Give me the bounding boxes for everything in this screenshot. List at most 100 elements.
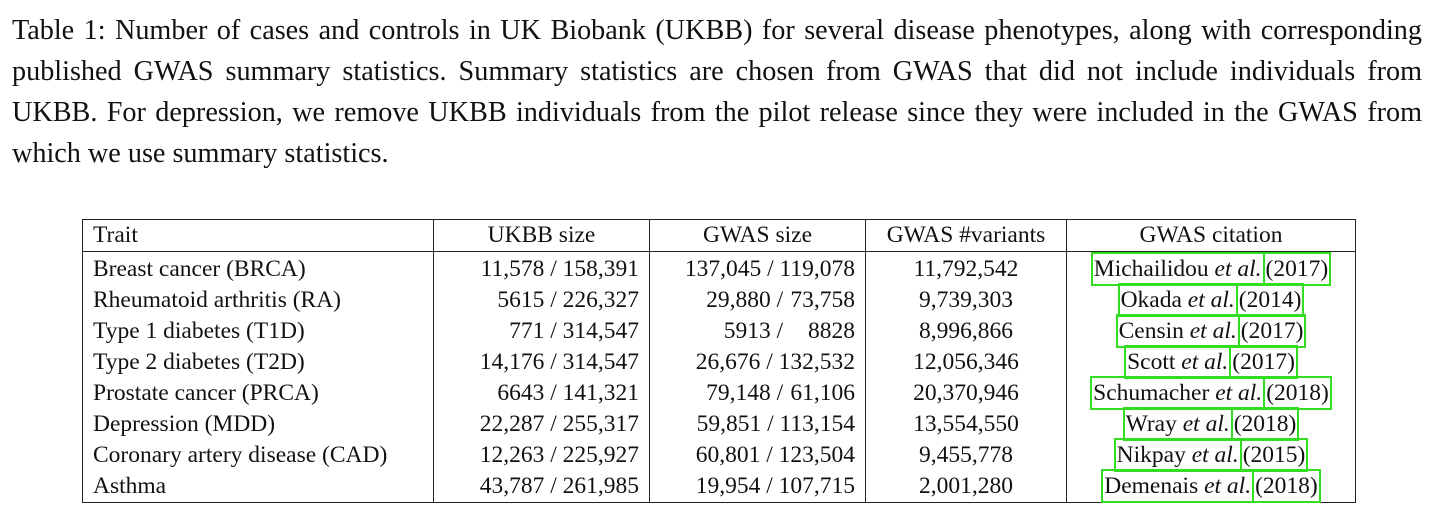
cell-ukbb-size: 6643 / 141,321: [433, 378, 650, 409]
cell-gwas-variants: 13,554,550: [865, 409, 1067, 440]
cell-ukbb-size: 771 / 314,547: [433, 316, 650, 347]
citation-year-link[interactable]: (2014): [1235, 283, 1305, 317]
citation-author-link[interactable]: Scott et al.: [1124, 345, 1232, 379]
header-gwas-variants: GWAS #variants: [865, 219, 1067, 252]
table-row: Rheumatoid arthritis (RA) 5615 / 226,327 2…: [83, 283, 1356, 317]
citation-etal: et al.: [1181, 349, 1229, 375]
cell-trait: Type 2 diabetes (T2D): [93, 349, 305, 375]
citation-author: Schumacher: [1093, 380, 1210, 406]
cell-gwas-citation: Demenais et al. (2018): [1066, 469, 1356, 503]
cell-gwas-citation: Okada et al. (2014): [1066, 283, 1356, 317]
gwas-controls: 8828: [808, 318, 855, 344]
cell-gwas-variants: 11,792,542: [865, 251, 1067, 285]
cell-gwas-size: 79,148 / 61,106: [649, 378, 866, 409]
cell-ukbb-size: 14,176 / 314,547: [433, 347, 650, 378]
citation-author: Censin: [1118, 318, 1184, 344]
cell-gwas-citation: Wray et al. (2018): [1066, 407, 1356, 441]
cell-gwas-size: 19,954 / 107,715: [649, 471, 866, 503]
gwas-controls: 73,758: [790, 287, 855, 313]
cell-trait: Rheumatoid arthritis (RA): [93, 287, 342, 313]
gwas-cases: 19,954 /: [695, 473, 773, 499]
cell-gwas-citation: Michailidou et al. (2017): [1066, 251, 1356, 286]
citation-year-link[interactable]: (2017): [1237, 314, 1307, 348]
citation-author: Demenais: [1104, 473, 1199, 499]
cell-ukbb-size: 12,263 / 225,927: [433, 440, 650, 471]
citation-author-link[interactable]: Schumacher et al.: [1090, 376, 1266, 410]
cell-gwas-size: 60,801 / 123,504: [649, 440, 866, 471]
citation-author-link[interactable]: Okada et al.: [1117, 283, 1238, 317]
citation-etal: et al.: [1191, 442, 1239, 468]
cell-gwas-size: 5913 / 8828: [649, 316, 866, 347]
cell-gwas-variants: 20,370,946: [865, 378, 1067, 409]
citation-etal: et al.: [1187, 287, 1235, 313]
citation-etal: et al.: [1204, 473, 1252, 499]
cell-gwas-variants: 2,001,280: [865, 471, 1067, 503]
citation-etal: et al.: [1182, 411, 1230, 437]
header-gwas-citation: GWAS citation: [1066, 219, 1356, 252]
citation-year-link[interactable]: (2017): [1262, 252, 1332, 286]
gwas-cases: 60,801 /: [695, 442, 773, 468]
citation-author: Wray: [1125, 411, 1177, 437]
gwas-cases: 5913 /: [723, 318, 784, 344]
gwas-controls: 61,106: [790, 380, 855, 406]
header-gwas-size: GWAS size: [649, 219, 866, 252]
cell-ukbb-size: 22,287 / 255,317: [433, 409, 650, 440]
gwas-controls: 119,078: [779, 256, 855, 282]
citation-author-link[interactable]: Wray et al.: [1122, 407, 1233, 441]
citation-etal: et al.: [1215, 380, 1263, 406]
table-header-row: Trait UKBB size GWAS size GWAS #variants…: [82, 219, 1356, 252]
citation-year-link[interactable]: (2018): [1263, 376, 1332, 410]
cell-trait: Depression (MDD): [93, 411, 276, 437]
cell-gwas-size: 26,676 / 132,532: [649, 347, 866, 378]
cell-ukbb-size: 43,787 / 261,985: [433, 471, 650, 503]
table-row: Asthma 43,787 / 261,985 19,954 / 107,715 2,…: [83, 469, 1356, 503]
gwas-cases: 59,851 /: [696, 411, 774, 437]
table-row: Breast cancer (BRCA) 11,578 / 158,391 137,…: [83, 251, 1356, 286]
table-row: Depression (MDD) 22,287 / 255,317 59,851 /…: [83, 407, 1356, 441]
cell-gwas-citation: Scott et al. (2017): [1066, 345, 1356, 379]
citation-author: Okada: [1120, 287, 1182, 313]
citation-author-link[interactable]: Nikpay et al.: [1113, 438, 1242, 472]
gwas-controls: 123,504: [778, 442, 855, 468]
cell-trait: Asthma: [93, 473, 167, 499]
citation-author: Scott: [1127, 349, 1176, 375]
cell-gwas-citation: Censin et al. (2017): [1066, 314, 1356, 348]
cell-gwas-citation: Schumacher et al. (2018): [1066, 376, 1356, 410]
cell-gwas-size: 29,880 / 73,758: [649, 285, 866, 316]
header-ukbb-size: UKBB size: [433, 219, 650, 252]
citation-author-link[interactable]: Michailidou et al.: [1090, 252, 1265, 286]
citation-author-link[interactable]: Censin et al.: [1115, 314, 1240, 348]
citation-author-link[interactable]: Demenais et al.: [1101, 469, 1255, 503]
gwas-cases: 26,676 /: [695, 349, 773, 375]
citation-author: Nikpay: [1116, 442, 1186, 468]
cell-gwas-citation: Nikpay et al. (2015): [1066, 438, 1356, 472]
header-trait: Trait: [82, 219, 434, 252]
gwas-controls: 132,532: [778, 349, 855, 375]
results-table: Trait UKBB size GWAS size GWAS #variants…: [82, 219, 1356, 503]
cell-gwas-variants: 12,056,346: [865, 347, 1067, 378]
cell-trait: Type 1 diabetes (T1D): [93, 318, 305, 344]
citation-author: Michailidou: [1093, 256, 1209, 282]
gwas-cases: 79,148 /: [706, 380, 784, 406]
table-row: Prostate cancer (PRCA) 6643 / 141,321 79,1…: [83, 376, 1356, 410]
citation-year-link[interactable]: (2017): [1229, 345, 1298, 379]
citation-year-link[interactable]: (2015): [1239, 438, 1309, 472]
cell-gwas-size: 137,045 / 119,078: [649, 251, 866, 285]
cell-gwas-variants: 9,455,778: [865, 440, 1067, 471]
table-row: Type 2 diabetes (T2D) 14,176 / 314,547 26,…: [83, 345, 1356, 379]
gwas-cases: 137,045 /: [684, 256, 774, 282]
citation-etal: et al.: [1189, 318, 1237, 344]
cell-trait: Breast cancer (BRCA): [93, 256, 306, 282]
citation-year-link[interactable]: (2018): [1230, 407, 1300, 441]
table-row: Type 1 diabetes (T1D) 771 / 314,547 5913 /…: [83, 314, 1356, 348]
cell-gwas-variants: 8,996,866: [865, 316, 1067, 347]
cell-gwas-size: 59,851 / 113,154: [649, 409, 866, 440]
cell-gwas-variants: 9,739,303: [865, 285, 1067, 316]
gwas-cases: 29,880 /: [706, 287, 784, 313]
table-row: Coronary artery disease (CAD) 12,263 / 22…: [83, 438, 1356, 472]
cell-trait: Coronary artery disease (CAD): [93, 442, 388, 468]
citation-etal: et al.: [1214, 256, 1262, 282]
table-caption: Table 1: Number of cases and controls in…: [12, 15, 1422, 169]
citation-year-link[interactable]: (2018): [1252, 469, 1321, 503]
gwas-controls: 113,154: [779, 411, 855, 437]
